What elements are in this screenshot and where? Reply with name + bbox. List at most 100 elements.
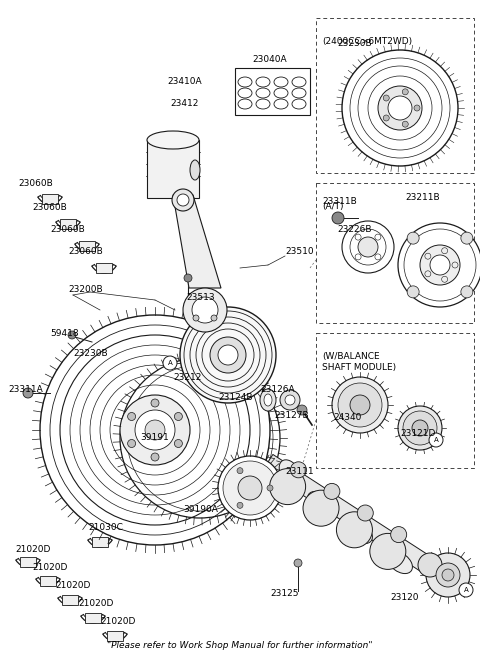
Circle shape: [120, 395, 190, 465]
Polygon shape: [85, 613, 101, 623]
Text: (W/BALANCE
SHAFT MODULE): (W/BALANCE SHAFT MODULE): [322, 352, 396, 372]
Circle shape: [211, 315, 217, 321]
Text: 23125: 23125: [270, 588, 299, 598]
Circle shape: [145, 420, 165, 440]
Polygon shape: [62, 595, 78, 605]
Circle shape: [391, 527, 407, 543]
Circle shape: [412, 420, 428, 436]
Circle shape: [420, 245, 460, 285]
Text: 23060B: 23060B: [32, 203, 67, 213]
Circle shape: [238, 476, 262, 500]
Text: 59418: 59418: [50, 329, 79, 337]
Text: "Please refer to Work Shop Manual for further information": "Please refer to Work Shop Manual for fu…: [107, 640, 373, 649]
Circle shape: [135, 410, 175, 450]
Circle shape: [128, 413, 136, 420]
Text: 21030C: 21030C: [88, 523, 123, 533]
Ellipse shape: [274, 99, 288, 109]
Text: 21020D: 21020D: [78, 600, 113, 609]
Circle shape: [429, 433, 443, 447]
Circle shape: [442, 569, 454, 581]
Circle shape: [294, 559, 302, 567]
Ellipse shape: [292, 77, 306, 87]
Text: 23513: 23513: [186, 293, 215, 302]
Ellipse shape: [238, 99, 252, 109]
Ellipse shape: [190, 160, 200, 180]
Circle shape: [324, 483, 340, 499]
Polygon shape: [40, 576, 56, 586]
Text: 23410A: 23410A: [168, 77, 202, 87]
Polygon shape: [147, 140, 199, 198]
Circle shape: [270, 468, 306, 504]
Circle shape: [383, 95, 389, 101]
Circle shape: [378, 86, 422, 130]
Circle shape: [398, 223, 480, 307]
Circle shape: [398, 406, 442, 450]
Text: 23311A: 23311A: [8, 386, 43, 394]
Circle shape: [358, 237, 378, 257]
Ellipse shape: [274, 88, 288, 98]
Circle shape: [285, 395, 295, 405]
Text: 23126A: 23126A: [260, 386, 295, 394]
Polygon shape: [60, 219, 76, 229]
Text: 23060B: 23060B: [68, 247, 103, 256]
Circle shape: [436, 563, 460, 587]
Text: 39190A: 39190A: [183, 506, 218, 514]
Circle shape: [40, 315, 270, 545]
Circle shape: [280, 390, 300, 410]
Polygon shape: [79, 241, 95, 251]
Circle shape: [151, 453, 159, 461]
Ellipse shape: [147, 131, 199, 149]
Ellipse shape: [292, 99, 306, 109]
Text: 23230B: 23230B: [73, 348, 108, 358]
Text: 21020D: 21020D: [100, 617, 135, 626]
Circle shape: [350, 395, 370, 415]
Circle shape: [177, 194, 189, 206]
Circle shape: [180, 307, 276, 403]
Text: 23211B: 23211B: [405, 192, 440, 201]
Text: 23200B: 23200B: [68, 285, 103, 293]
Polygon shape: [263, 455, 440, 577]
Circle shape: [407, 286, 419, 298]
Ellipse shape: [308, 491, 333, 514]
Text: 39191: 39191: [140, 434, 169, 443]
Circle shape: [218, 345, 238, 365]
Ellipse shape: [260, 389, 276, 411]
Ellipse shape: [238, 88, 252, 98]
Ellipse shape: [264, 394, 272, 406]
Circle shape: [407, 232, 419, 244]
Circle shape: [128, 440, 136, 447]
Text: 21020D: 21020D: [55, 581, 90, 590]
Polygon shape: [20, 557, 36, 567]
Polygon shape: [92, 537, 108, 547]
Text: 23121D: 23121D: [400, 428, 435, 438]
Polygon shape: [107, 631, 123, 641]
Circle shape: [237, 502, 243, 508]
Text: A: A: [464, 587, 468, 593]
Text: 23127B: 23127B: [274, 411, 309, 419]
Circle shape: [23, 388, 33, 398]
Circle shape: [414, 105, 420, 111]
Text: 23060B: 23060B: [50, 226, 85, 234]
Text: A: A: [433, 437, 438, 443]
Text: 23040A: 23040A: [252, 56, 288, 64]
Circle shape: [237, 468, 243, 474]
Text: 23212: 23212: [173, 373, 202, 382]
Text: 23120: 23120: [390, 594, 419, 602]
Circle shape: [461, 232, 473, 244]
Circle shape: [174, 440, 182, 447]
Circle shape: [184, 274, 192, 282]
Circle shape: [151, 399, 159, 407]
Polygon shape: [96, 263, 112, 273]
Text: 23510: 23510: [285, 247, 313, 256]
Circle shape: [332, 377, 388, 433]
Polygon shape: [173, 195, 221, 288]
Circle shape: [370, 533, 406, 569]
Circle shape: [403, 411, 437, 445]
Circle shape: [459, 583, 473, 597]
Text: 23412: 23412: [171, 98, 199, 108]
Circle shape: [336, 512, 372, 548]
Text: (2400CC>6MT2WD): (2400CC>6MT2WD): [322, 37, 412, 46]
Circle shape: [290, 462, 307, 478]
Text: 23111: 23111: [285, 468, 313, 476]
Circle shape: [193, 315, 199, 321]
